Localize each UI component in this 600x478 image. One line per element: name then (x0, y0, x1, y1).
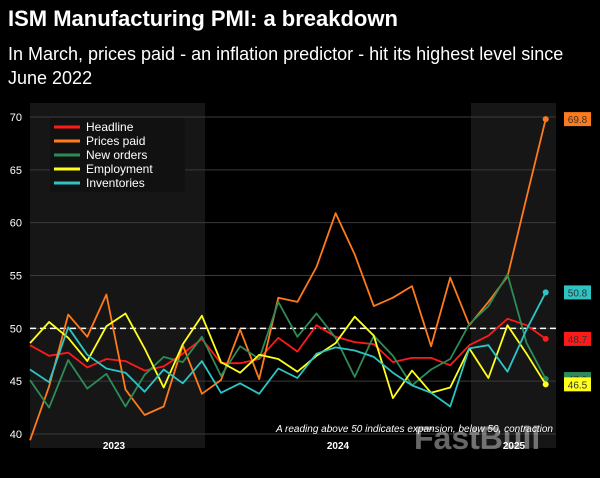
y-tick-label: 60 (10, 218, 22, 230)
y-axis: 40 45 50 55 60 65 70 (10, 112, 22, 441)
legend-label: Prices paid (86, 134, 145, 148)
y-tick-label: 40 (10, 429, 22, 441)
legend-label: Headline (86, 120, 134, 134)
y-tick-label: 55 (10, 271, 22, 283)
chart-subtitle: In March, prices paid - an inflation pre… (8, 44, 564, 88)
series-group (29, 116, 549, 441)
year-label: 2023 (103, 441, 126, 452)
y-tick-label: 70 (10, 112, 22, 124)
x-axis: 2023 2024 2025 (103, 441, 526, 452)
legend-label: New orders (86, 148, 147, 162)
series-end-point-inventories (542, 289, 549, 296)
series-line-prices-paid (29, 118, 547, 441)
chart-title: ISM Manufacturing PMI: a breakdown (8, 6, 398, 31)
end-label-employment: 46.5 (568, 380, 588, 391)
y-tick-label: 65 (10, 165, 22, 177)
end-label-box-prices-paid (564, 112, 591, 127)
annotation-text: A reading above 50 indicates expansion, … (275, 424, 553, 435)
y-tick-label: 45 (10, 376, 22, 388)
legend-label: Inventories (86, 176, 145, 190)
series-end-point-prices-paid (542, 116, 549, 123)
y-tick-label: 50 (10, 323, 22, 335)
end-label-box-employment (564, 377, 591, 392)
legend-label: Employment (86, 162, 153, 176)
end-labels: 48.769.847.246.550.8 (564, 112, 591, 392)
series-line-headline (29, 317, 547, 372)
series-line-employment (29, 312, 547, 400)
end-label-headline: 48.7 (568, 335, 588, 346)
end-label-inventories: 50.8 (568, 288, 588, 299)
year-label: 2025 (503, 441, 526, 452)
end-label-box-headline (564, 331, 591, 346)
series-end-point-headline (542, 335, 549, 342)
watermark-text: FastBull (414, 420, 540, 456)
series-line-new-orders (29, 273, 547, 409)
year-label: 2024 (327, 441, 350, 452)
end-label-prices-paid: 69.8 (568, 115, 588, 126)
series-end-point-employment (542, 381, 549, 388)
end-label-box-inventories (564, 285, 591, 300)
series-line-inventories (29, 291, 547, 408)
